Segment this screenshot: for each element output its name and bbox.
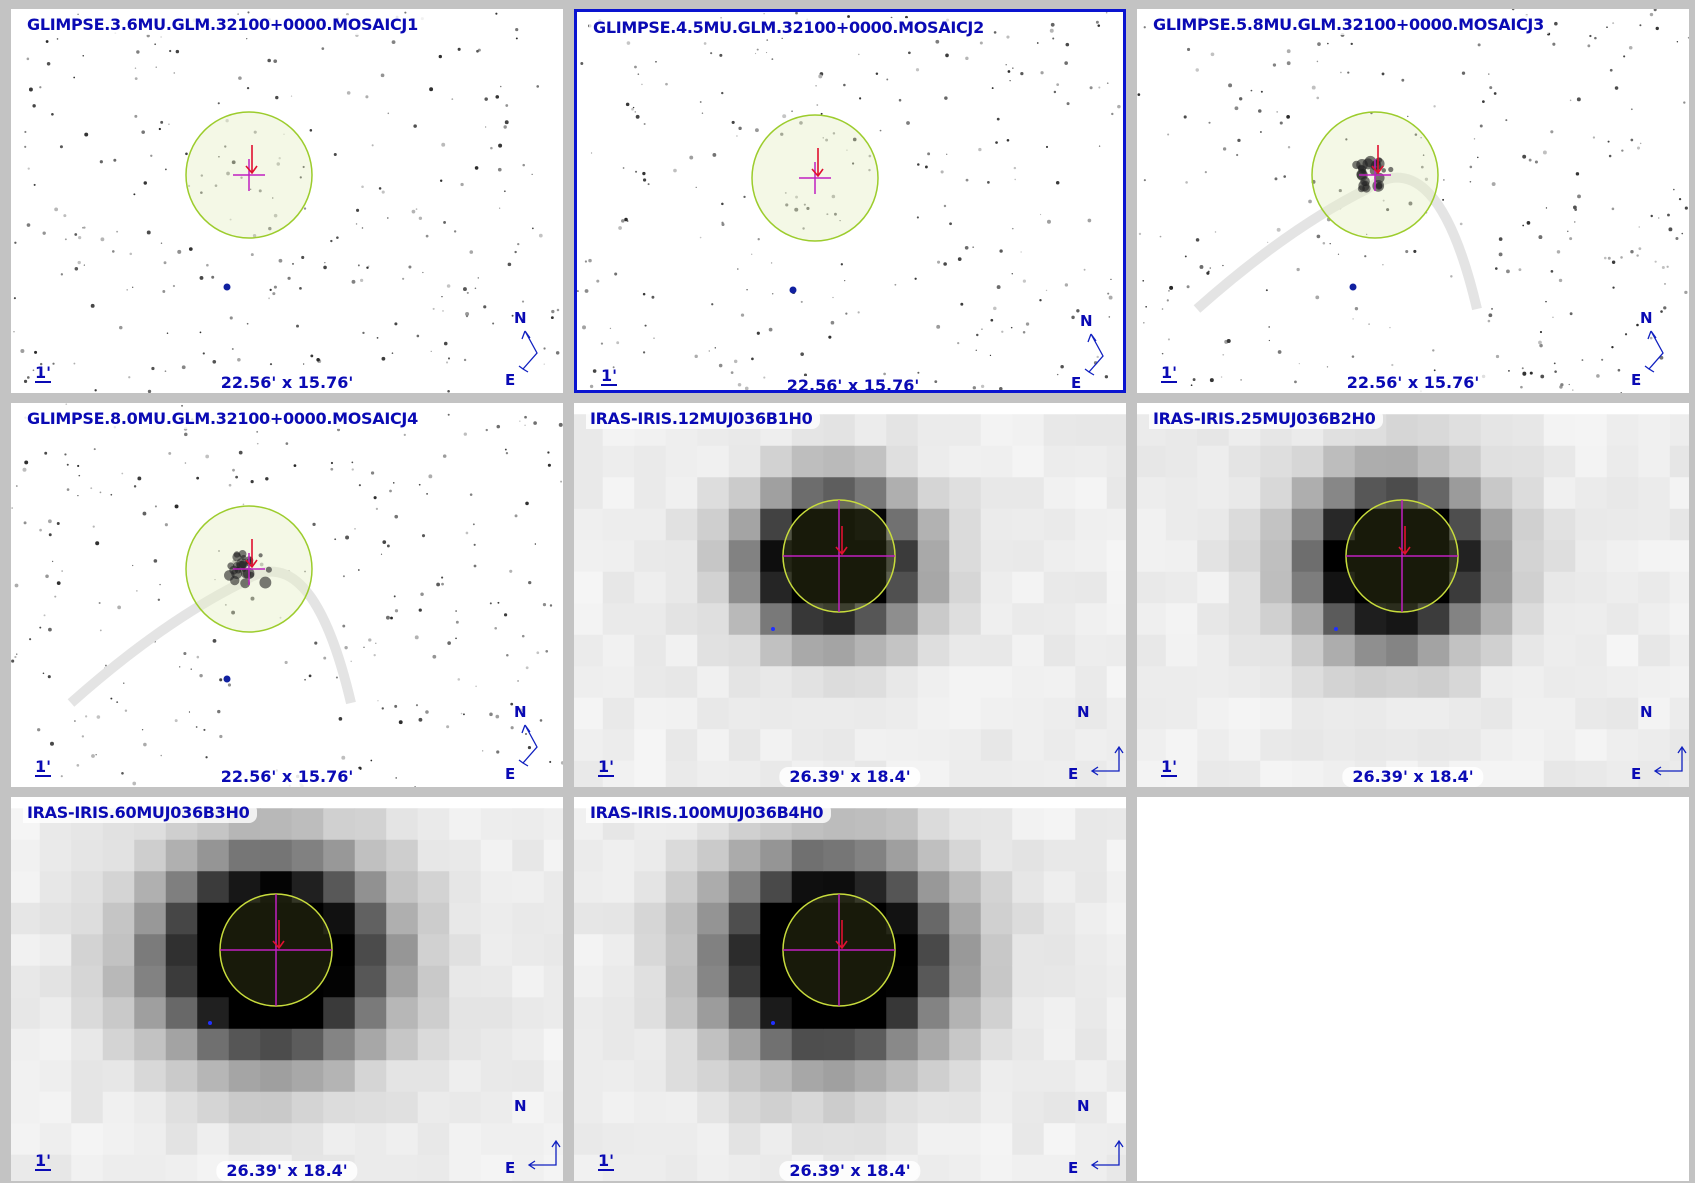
compass-north: N [514, 1097, 527, 1115]
image [11, 797, 563, 1181]
panel-title[interactable]: IRAS-IRIS.12MUJ036B1H0 [586, 409, 820, 429]
scale-bar-label: 1' [601, 368, 617, 386]
image-panel[interactable]: IRAS-IRIS.12MUJ036B1H0 1' 26.39' x 18.4' N E [574, 403, 1126, 787]
image-panel[interactable]: GLIMPSE.4.5MU.GLM.32100+0000.MOSAICJ2 1' 2… [574, 9, 1126, 393]
compass-north: N [1077, 703, 1090, 721]
panel-title[interactable]: IRAS-IRIS.25MUJ036B2H0 [1149, 409, 1383, 429]
scale-bar-label: 1' [598, 759, 614, 777]
compass-east: E [1068, 765, 1078, 783]
scale-bar-label: 1' [1161, 365, 1177, 383]
panel-title[interactable]: GLIMPSE.3.6MU.GLM.32100+0000.MOSAICJ1 [23, 15, 426, 35]
compass-east: E [1071, 374, 1081, 392]
image-panel[interactable]: GLIMPSE.5.8MU.GLM.32100+0000.MOSAICJ3 1' 2… [1137, 9, 1689, 393]
scale-bar-label: 1' [35, 365, 51, 383]
field-size: 26.39' x 18.4' [1342, 767, 1483, 787]
panel-title[interactable]: GLIMPSE.4.5MU.GLM.32100+0000.MOSAICJ2 [589, 18, 992, 38]
scale-bar-label: 1' [598, 1153, 614, 1171]
compass-north: N [1640, 703, 1653, 721]
compass-east: E [505, 765, 515, 783]
scale-bar-label: 1' [35, 759, 51, 777]
image [1137, 403, 1689, 787]
compass-north: N [1077, 1097, 1090, 1115]
image [11, 9, 563, 393]
image-panel[interactable]: GLIMPSE.8.0MU.GLM.32100+0000.MOSAICJ4 1' 2… [11, 403, 563, 787]
field-size: 26.39' x 18.4' [779, 767, 920, 787]
field-size: 22.56' x 15.76' [1337, 373, 1489, 393]
compass-east: E [1631, 371, 1641, 389]
compass-north: N [514, 309, 527, 327]
empty-cell [1137, 797, 1689, 1181]
image-panel[interactable]: GLIMPSE.3.6MU.GLM.32100+0000.MOSAICJ1 1' 2… [11, 9, 563, 393]
panel-title[interactable]: GLIMPSE.5.8MU.GLM.32100+0000.MOSAICJ3 [1149, 15, 1552, 35]
field-size: 22.56' x 15.76' [211, 767, 363, 787]
scale-bar-label: 1' [1161, 759, 1177, 777]
image [577, 12, 1126, 393]
image-panel[interactable]: IRAS-IRIS.25MUJ036B2H0 1' 26.39' x 18.4' N E [1137, 403, 1689, 787]
field-size: 26.39' x 18.4' [779, 1161, 920, 1181]
compass-north: N [1080, 312, 1093, 330]
image [574, 797, 1126, 1181]
image-panel[interactable]: IRAS-IRIS.60MUJ036B3H0 1' 26.39' x 18.4' N E [11, 797, 563, 1181]
compass-north: N [514, 703, 527, 721]
field-size: 22.56' x 15.76' [777, 376, 929, 393]
viewer: {"panels": [ {"title": "GLIMPSE.3.6MU.GL… [0, 0, 1695, 1183]
field-size: 26.39' x 18.4' [216, 1161, 357, 1181]
compass-north: N [1640, 309, 1653, 327]
panel-title[interactable]: GLIMPSE.8.0MU.GLM.32100+0000.MOSAICJ4 [23, 409, 426, 429]
compass-east: E [505, 371, 515, 389]
scale-bar-label: 1' [35, 1153, 51, 1171]
compass-east: E [505, 1159, 515, 1177]
compass-east: E [1631, 765, 1641, 783]
panel-title[interactable]: IRAS-IRIS.60MUJ036B3H0 [23, 803, 257, 823]
compass-east: E [1068, 1159, 1078, 1177]
image [11, 403, 563, 787]
image-panel[interactable]: IRAS-IRIS.100MUJ036B4H0 1' 26.39' x 18.4' N… [574, 797, 1126, 1181]
image [574, 403, 1126, 787]
image [1137, 9, 1689, 393]
panel-title[interactable]: IRAS-IRIS.100MUJ036B4H0 [586, 803, 831, 823]
field-size: 22.56' x 15.76' [211, 373, 363, 393]
